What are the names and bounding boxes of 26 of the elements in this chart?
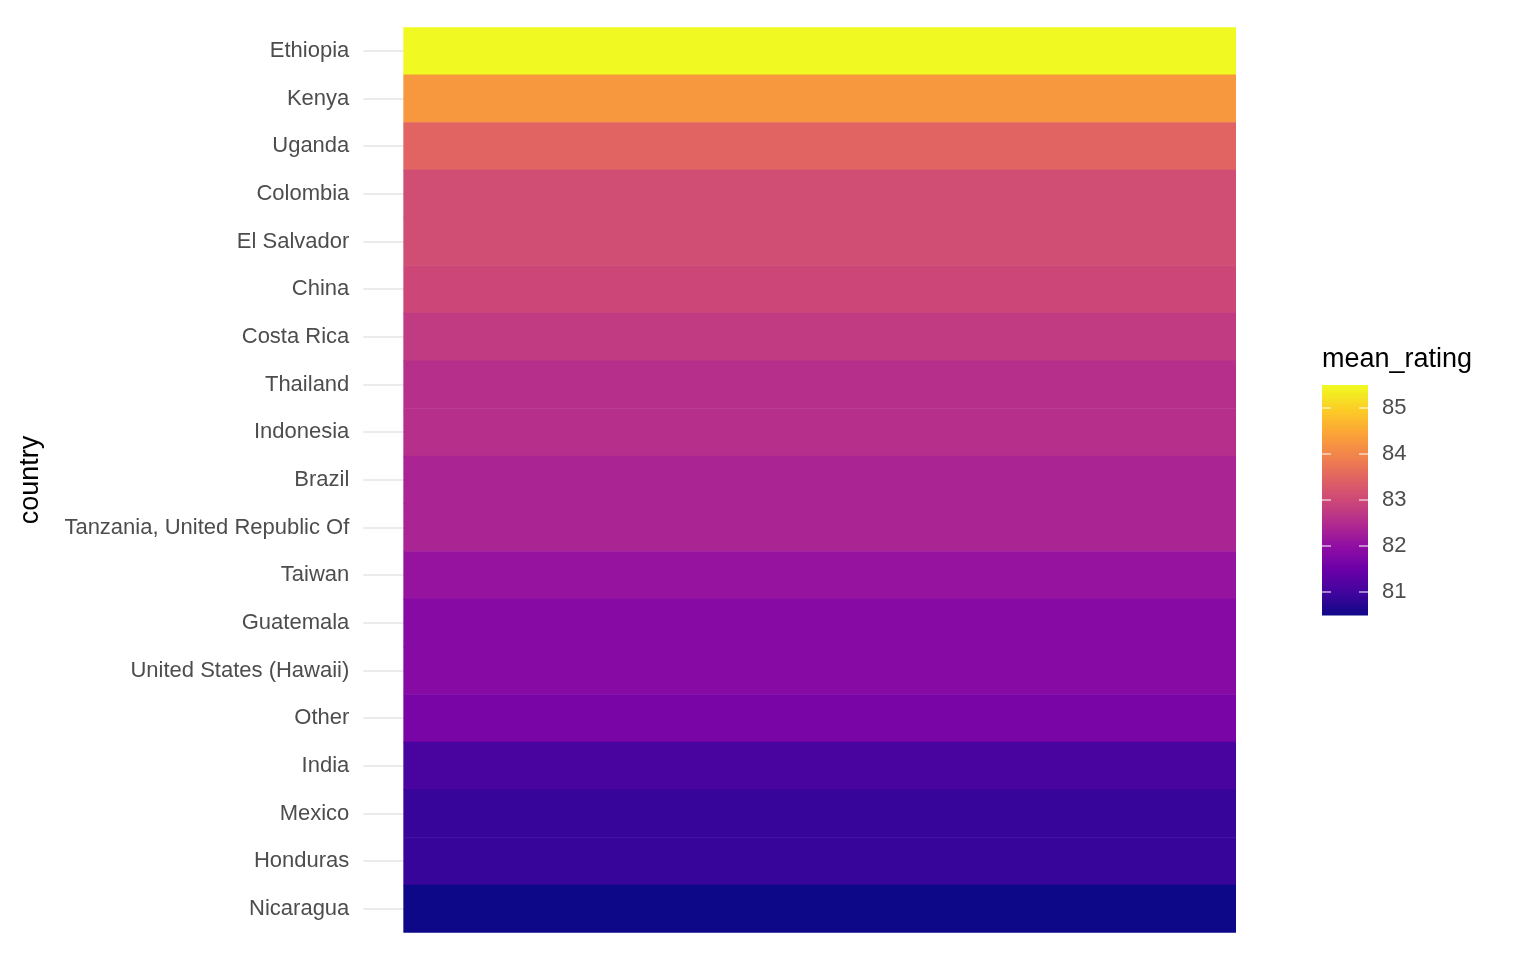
y-tick-label: Uganda xyxy=(272,132,351,158)
color-bar-label: 84 xyxy=(1382,440,1407,466)
y-axis-title: country xyxy=(13,435,44,525)
y-tick-label: India xyxy=(301,752,351,778)
y-tick-label: Kenya xyxy=(286,84,351,110)
y-tick-label: Colombia xyxy=(256,180,351,206)
legend-title: mean_rating xyxy=(1322,343,1473,373)
y-tick-label: Nicaragua xyxy=(249,895,351,921)
color-bar-label: 85 xyxy=(1382,394,1407,420)
y-tick-label: United States (Hawaii) xyxy=(130,656,350,682)
y-tick-label: El Salvador xyxy=(236,227,350,253)
y-tick-label: Other xyxy=(294,704,350,730)
y-tick-label: China xyxy=(291,275,351,301)
color-bar-label: 82 xyxy=(1382,532,1407,558)
y-tick-label: Ethiopia xyxy=(269,37,351,63)
y-tick-label: Thailand xyxy=(264,370,350,396)
y-tick-label: Taiwan xyxy=(280,561,350,587)
y-tick-label: Indonesia xyxy=(253,418,351,444)
y-tick-label: Honduras xyxy=(253,847,350,873)
y-tick-label: Tanzania, United Republic Of xyxy=(64,513,351,539)
y-tick-label: Brazil xyxy=(294,466,350,492)
y-tick-label: Guatemala xyxy=(241,609,351,635)
color-bar-label: 83 xyxy=(1382,486,1407,512)
y-tick-label: Costa Rica xyxy=(241,323,351,349)
y-tick-label: Mexico xyxy=(279,799,350,825)
color-bar-label: 81 xyxy=(1382,578,1407,604)
